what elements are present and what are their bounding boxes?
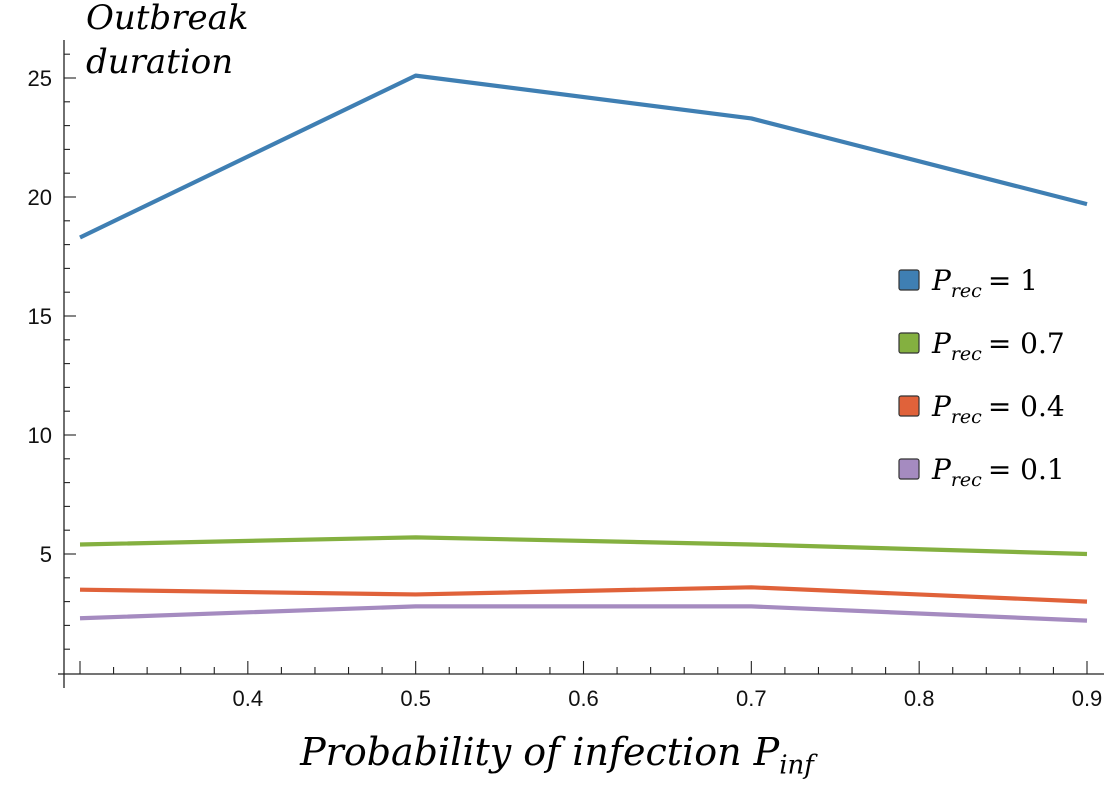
x-axis-label: Probability of infection Pinf xyxy=(0,730,1114,781)
series-lines xyxy=(79,73,1088,623)
legend-swatch-4 xyxy=(898,458,920,480)
legend-label-3: Prec = 0.4 xyxy=(931,390,1065,428)
legend-label-2: Prec = 0.7 xyxy=(931,327,1065,365)
y-tick-label: 15 xyxy=(28,304,52,329)
y-axis-label-line2: duration xyxy=(86,42,234,82)
y-tick-label: 25 xyxy=(28,66,52,91)
x-axis-label-subscript: inf xyxy=(779,750,814,781)
legend: Prec = 1 Prec = 0.7 Prec = 0.4 Prec = 0.1 xyxy=(898,264,1065,491)
series-line-3 xyxy=(79,585,1088,604)
x-tick-label: 0.8 xyxy=(904,686,935,711)
legend-label-1: Prec = 1 xyxy=(931,264,1038,302)
x-tick-label: 0.7 xyxy=(736,686,767,711)
series-line-1 xyxy=(79,73,1088,240)
series-line-4 xyxy=(79,604,1088,623)
legend-swatch-3 xyxy=(898,395,920,417)
x-tick-label: 0.5 xyxy=(400,686,431,711)
x-tick-label: 0.4 xyxy=(233,686,264,711)
legend-label-4: Prec = 0.1 xyxy=(931,453,1065,491)
x-tick-label: 0.6 xyxy=(568,686,599,711)
legend-swatch-1 xyxy=(898,269,920,291)
y-axis-label-line1: Outbreak xyxy=(86,0,249,38)
y-tick-label: 10 xyxy=(28,423,52,448)
x-tick-label: 0.9 xyxy=(1072,686,1103,711)
y-tick-label: 20 xyxy=(28,185,52,210)
series-line-2 xyxy=(79,535,1088,557)
legend-swatch-2 xyxy=(898,332,920,354)
axis-ticks: 0.4 0.5 0.6 0.7 0.8 0.9 5 10 15 20 25 xyxy=(28,53,1103,711)
x-axis-label-main: Probability of infection P xyxy=(300,730,780,774)
y-tick-label: 5 xyxy=(40,542,52,567)
